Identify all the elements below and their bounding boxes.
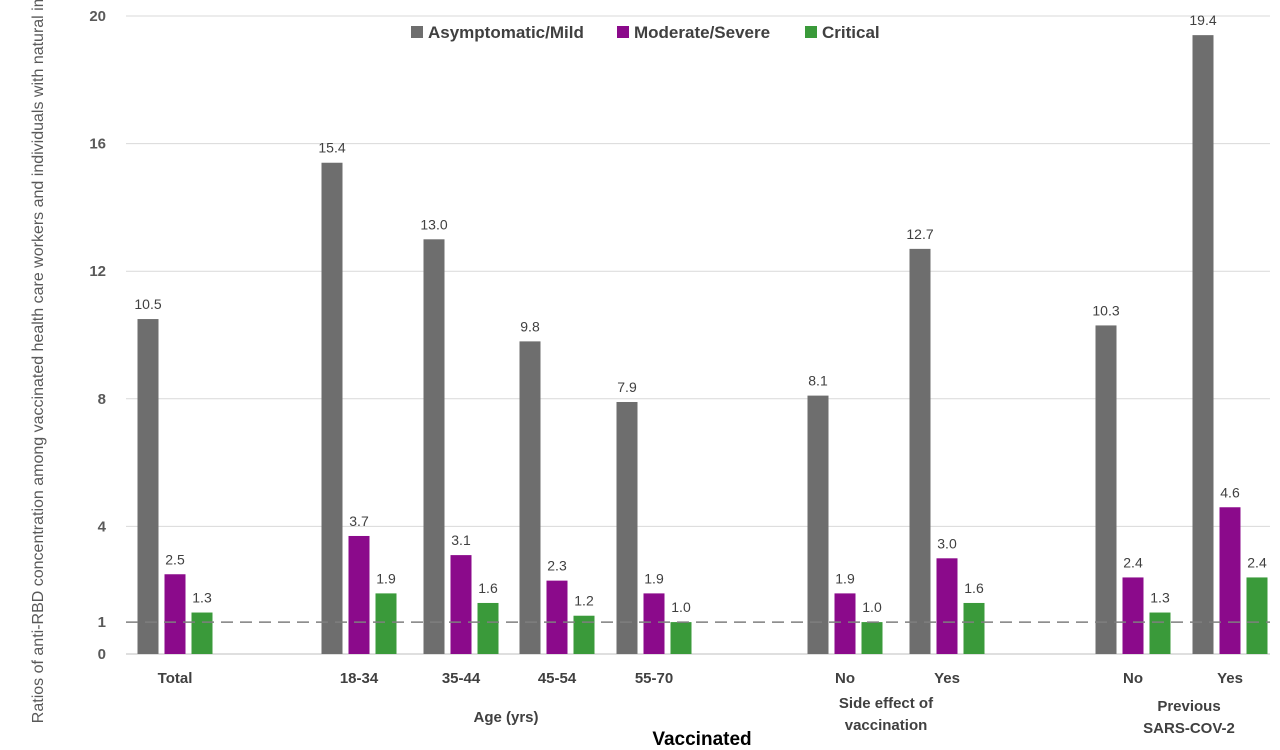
bar-asymptomatic-mild bbox=[807, 395, 829, 654]
bar-asymptomatic-mild bbox=[1095, 325, 1117, 654]
x-group-label: vaccination bbox=[845, 717, 928, 734]
x-category-label: 45-54 bbox=[538, 670, 577, 687]
data-label: 1.6 bbox=[964, 580, 984, 596]
data-label: 2.4 bbox=[1247, 554, 1267, 570]
data-label: 3.7 bbox=[349, 513, 369, 529]
data-label: 1.0 bbox=[862, 599, 882, 615]
bar-moderate-severe bbox=[1219, 507, 1241, 654]
data-label: 8.1 bbox=[808, 373, 828, 389]
bar-moderate-severe bbox=[450, 555, 472, 654]
y-tick-label: 1 bbox=[98, 614, 106, 631]
x-category-label: 18-34 bbox=[340, 670, 379, 687]
legend-swatch bbox=[805, 26, 817, 38]
data-label: 9.8 bbox=[520, 318, 540, 334]
bar-critical bbox=[375, 593, 397, 654]
bar-moderate-severe bbox=[643, 593, 665, 654]
y-tick-label: 8 bbox=[98, 391, 106, 408]
x-axis-categories: Total 18-34 35-44 45-54 55-70 No Yes No Yes bbox=[158, 670, 1243, 687]
bar-moderate-severe bbox=[834, 593, 856, 654]
bar-moderate-severe bbox=[546, 580, 568, 654]
data-label: 15.4 bbox=[318, 140, 345, 156]
data-label: 7.9 bbox=[617, 379, 637, 395]
bar-critical bbox=[963, 602, 985, 654]
bar-asymptomatic-mild bbox=[137, 319, 159, 654]
data-label: 1.6 bbox=[478, 580, 498, 596]
x-category-label: Yes bbox=[1217, 670, 1243, 687]
x-category-label: Total bbox=[158, 670, 193, 687]
x-group-label: Previous bbox=[1157, 698, 1220, 715]
data-label: 1.3 bbox=[1150, 590, 1170, 606]
data-label: 10.3 bbox=[1092, 302, 1119, 318]
data-label: 2.4 bbox=[1123, 554, 1143, 570]
x-category-label: No bbox=[835, 670, 855, 687]
x-group-label: Side effect of bbox=[839, 695, 934, 712]
data-label: 2.3 bbox=[547, 558, 567, 574]
x-category-label: 35-44 bbox=[442, 670, 481, 687]
y-axis-ticks: 0 1 4 8 12 16 20 bbox=[89, 8, 106, 663]
data-label: 4.6 bbox=[1220, 484, 1240, 500]
data-label: 10.5 bbox=[134, 296, 161, 312]
data-label: 1.2 bbox=[574, 593, 594, 609]
footer-box bbox=[622, 722, 782, 750]
bar-asymptomatic-mild bbox=[519, 341, 541, 654]
bar-critical bbox=[1246, 577, 1268, 654]
bar-critical bbox=[191, 612, 213, 654]
bar-critical bbox=[1149, 612, 1171, 654]
bar-critical bbox=[477, 602, 499, 654]
bar-moderate-severe bbox=[164, 574, 186, 654]
y-tick-label: 4 bbox=[98, 518, 107, 535]
legend-label: Asymptomatic/Mild bbox=[428, 23, 584, 42]
x-category-label: Yes bbox=[934, 670, 960, 687]
data-label: 1.0 bbox=[671, 599, 691, 615]
x-category-label: 55-70 bbox=[635, 670, 673, 687]
legend-label: Moderate/Severe bbox=[634, 23, 770, 42]
footer-label: Vaccinated bbox=[652, 729, 751, 750]
legend-label: Critical bbox=[822, 23, 880, 42]
bar-asymptomatic-mild bbox=[616, 401, 638, 654]
data-label: 2.5 bbox=[165, 551, 185, 567]
x-group-label: SARS-COV-2 bbox=[1143, 720, 1235, 737]
y-tick-label: 16 bbox=[89, 136, 106, 153]
data-label: 3.0 bbox=[937, 535, 957, 551]
bar-critical bbox=[861, 622, 883, 654]
bar-moderate-severe bbox=[348, 535, 370, 654]
bar-moderate-severe bbox=[936, 558, 958, 654]
y-tick-label: 0 bbox=[98, 646, 106, 663]
bar-critical bbox=[573, 615, 595, 654]
y-tick-label: 20 bbox=[89, 8, 106, 25]
bar-asymptomatic-mild bbox=[909, 248, 931, 654]
data-label: 1.3 bbox=[192, 590, 212, 606]
gridlines bbox=[126, 15, 1270, 655]
bar-asymptomatic-mild bbox=[1192, 35, 1214, 654]
bar-critical bbox=[670, 622, 692, 654]
data-label: 3.1 bbox=[451, 532, 471, 548]
y-tick-label: 12 bbox=[89, 263, 106, 280]
x-axis-groups: Age (yrs) Side effect of vaccination Previo… bbox=[473, 695, 1234, 737]
data-label: 12.7 bbox=[906, 226, 933, 242]
bar-asymptomatic-mild bbox=[321, 162, 343, 655]
y-axis-label: Ratios of anti-RBD concentration among v… bbox=[30, 0, 47, 723]
data-label: 1.9 bbox=[835, 570, 855, 586]
data-labels: 10.5 15.4 13.0 9.8 7.9 8.1 12.7 10.3 19.4 2.5 3.7 3… bbox=[134, 12, 1267, 615]
legend: Asymptomatic/Mild Moderate/Severe Critical bbox=[411, 23, 880, 42]
data-label: 1.9 bbox=[644, 570, 664, 586]
data-label: 19.4 bbox=[1189, 12, 1216, 28]
legend-swatch bbox=[411, 26, 423, 38]
x-group-label: Age (yrs) bbox=[473, 709, 538, 726]
bar-asymptomatic-mild bbox=[423, 239, 445, 655]
bar-moderate-severe bbox=[1122, 577, 1144, 654]
data-label: 13.0 bbox=[420, 216, 447, 232]
legend-swatch bbox=[617, 26, 629, 38]
x-category-label: No bbox=[1123, 670, 1143, 687]
bars bbox=[137, 35, 1268, 655]
data-label: 1.9 bbox=[376, 570, 396, 586]
